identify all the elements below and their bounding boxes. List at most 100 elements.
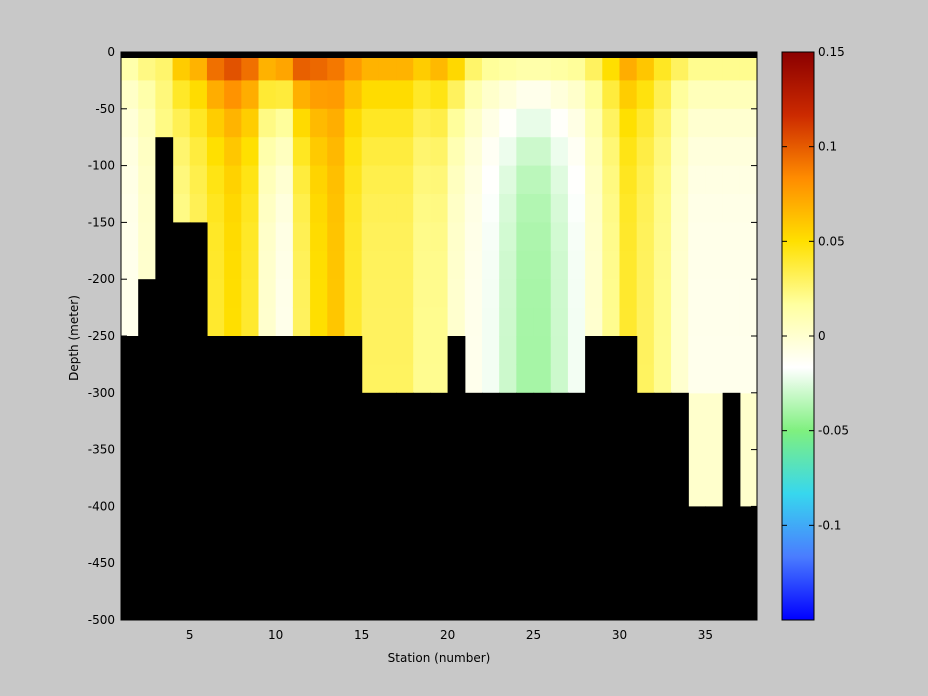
seafloor-mask-column: [361, 392, 380, 620]
seafloor-mask-column: [688, 506, 707, 620]
heatmap-cell: [121, 80, 139, 110]
heatmap-cell: [567, 52, 586, 81]
heatmap-cell: [378, 194, 397, 223]
heatmap-cell: [567, 108, 586, 138]
heatmap-cell: [619, 194, 638, 223]
heatmap-cell: [619, 307, 638, 337]
heatmap-cell: [550, 250, 569, 280]
heatmap-cell: [378, 279, 397, 309]
heatmap-cell: [636, 108, 655, 138]
heatmap-cell: [739, 222, 757, 252]
heatmap-cell: [396, 108, 414, 138]
heatmap-cell: [567, 364, 586, 394]
heatmap-cell: [121, 137, 139, 167]
heatmap-cell: [619, 80, 638, 110]
heatmap-cell: [258, 108, 277, 138]
x-tick-label: 15: [354, 628, 369, 642]
heatmap-cell: [121, 307, 139, 337]
heatmap-cell: [206, 52, 225, 81]
x-tick-label: 20: [440, 628, 455, 642]
heatmap-cell: [310, 222, 328, 252]
heatmap-cell: [413, 222, 432, 252]
heatmap-cell: [550, 222, 569, 252]
heatmap-cell: [464, 108, 483, 138]
colorbar-tick-label: 0: [818, 329, 826, 343]
heatmap-cell: [310, 108, 328, 138]
seafloor-mask-column: [481, 392, 500, 620]
seafloor-mask-column: [344, 336, 363, 620]
heatmap-cell: [516, 250, 535, 280]
heatmap-cell: [567, 80, 586, 110]
heatmap-cell: [413, 165, 432, 195]
heatmap-cell: [602, 194, 621, 223]
heatmap-cell: [567, 222, 586, 252]
heatmap-cell: [619, 137, 638, 167]
seafloor-mask-column: [585, 336, 603, 620]
heatmap-cell: [430, 222, 449, 252]
heatmap-cell: [499, 222, 517, 252]
heatmap-cell: [189, 108, 208, 138]
heatmap-cell: [464, 336, 483, 365]
heatmap-cell: [653, 108, 672, 138]
heatmap-cell: [138, 222, 156, 252]
heatmap-cell: [533, 52, 552, 81]
heatmap-cell: [121, 250, 139, 280]
heatmap-cell: [241, 250, 260, 280]
heatmap-cell: [155, 108, 174, 138]
seafloor-mask-column: [241, 336, 260, 620]
heatmap-cell: [533, 250, 552, 280]
heatmap-cell: [258, 52, 277, 81]
heatmap-cell: [653, 250, 672, 280]
colorbar-tick-label: -0.1: [818, 518, 841, 532]
heatmap-cell: [292, 80, 311, 110]
heatmap-cell: [413, 250, 432, 280]
y-axis-ticks: 0 -50 -100 -150 -200 -250 -300 -350 -400 -450 -500: [88, 45, 757, 627]
heatmap-cell: [567, 279, 586, 309]
heatmap-cell: [739, 52, 757, 81]
heatmap-cell: [550, 279, 569, 309]
heatmap-cell: [464, 222, 483, 252]
heatmap-cell: [344, 52, 363, 81]
seafloor-mask-column: [430, 392, 449, 620]
heatmap-cell: [585, 222, 603, 252]
seafloor-mask-column: [550, 392, 569, 620]
heatmap-cell: [499, 137, 517, 167]
heatmap-cells: [121, 52, 757, 394]
heatmap-cell: [413, 307, 432, 337]
seafloor-mask-column: [499, 392, 517, 620]
heatmap-cell: [602, 307, 621, 337]
heatmap-cell: [396, 52, 414, 81]
heatmap-cell: [499, 336, 517, 365]
heatmap-cell: [430, 307, 449, 337]
heatmap-cell: [378, 307, 397, 337]
heatmap-cell: [344, 279, 363, 309]
heatmap-cell: [310, 194, 328, 223]
x-tick-label: 30: [612, 628, 627, 642]
heatmap-cell: [671, 222, 689, 252]
x-tick-label: 10: [268, 628, 283, 642]
heatmap-cell: [671, 364, 689, 394]
heatmap-cell: [705, 52, 724, 81]
heatmap-cell: [705, 279, 724, 309]
heatmap-cell: [361, 222, 380, 252]
heatmap-cell: [567, 307, 586, 337]
heatmap-cell: [189, 194, 208, 223]
heatmap-cell: [378, 222, 397, 252]
heatmap-cell: [602, 250, 621, 280]
heatmap-cell: [653, 194, 672, 223]
heatmap-cell: [224, 279, 242, 309]
heatmap-cell: [413, 52, 432, 81]
heatmap-cell: [464, 279, 483, 309]
heatmap-cell: [310, 279, 328, 309]
heatmap-cell: [722, 52, 741, 81]
heatmap-cell: [550, 336, 569, 365]
heatmap-cell: [671, 250, 689, 280]
heatmap-cell: [499, 194, 517, 223]
heatmap-cell: [516, 222, 535, 252]
heatmap-cell: [602, 222, 621, 252]
heatmap-cell: [275, 137, 294, 167]
heatmap-cell: [344, 222, 363, 252]
heatmap-cell: [619, 52, 638, 81]
seafloor-mask-column: [464, 392, 483, 620]
heatmap-cell: [292, 137, 311, 167]
